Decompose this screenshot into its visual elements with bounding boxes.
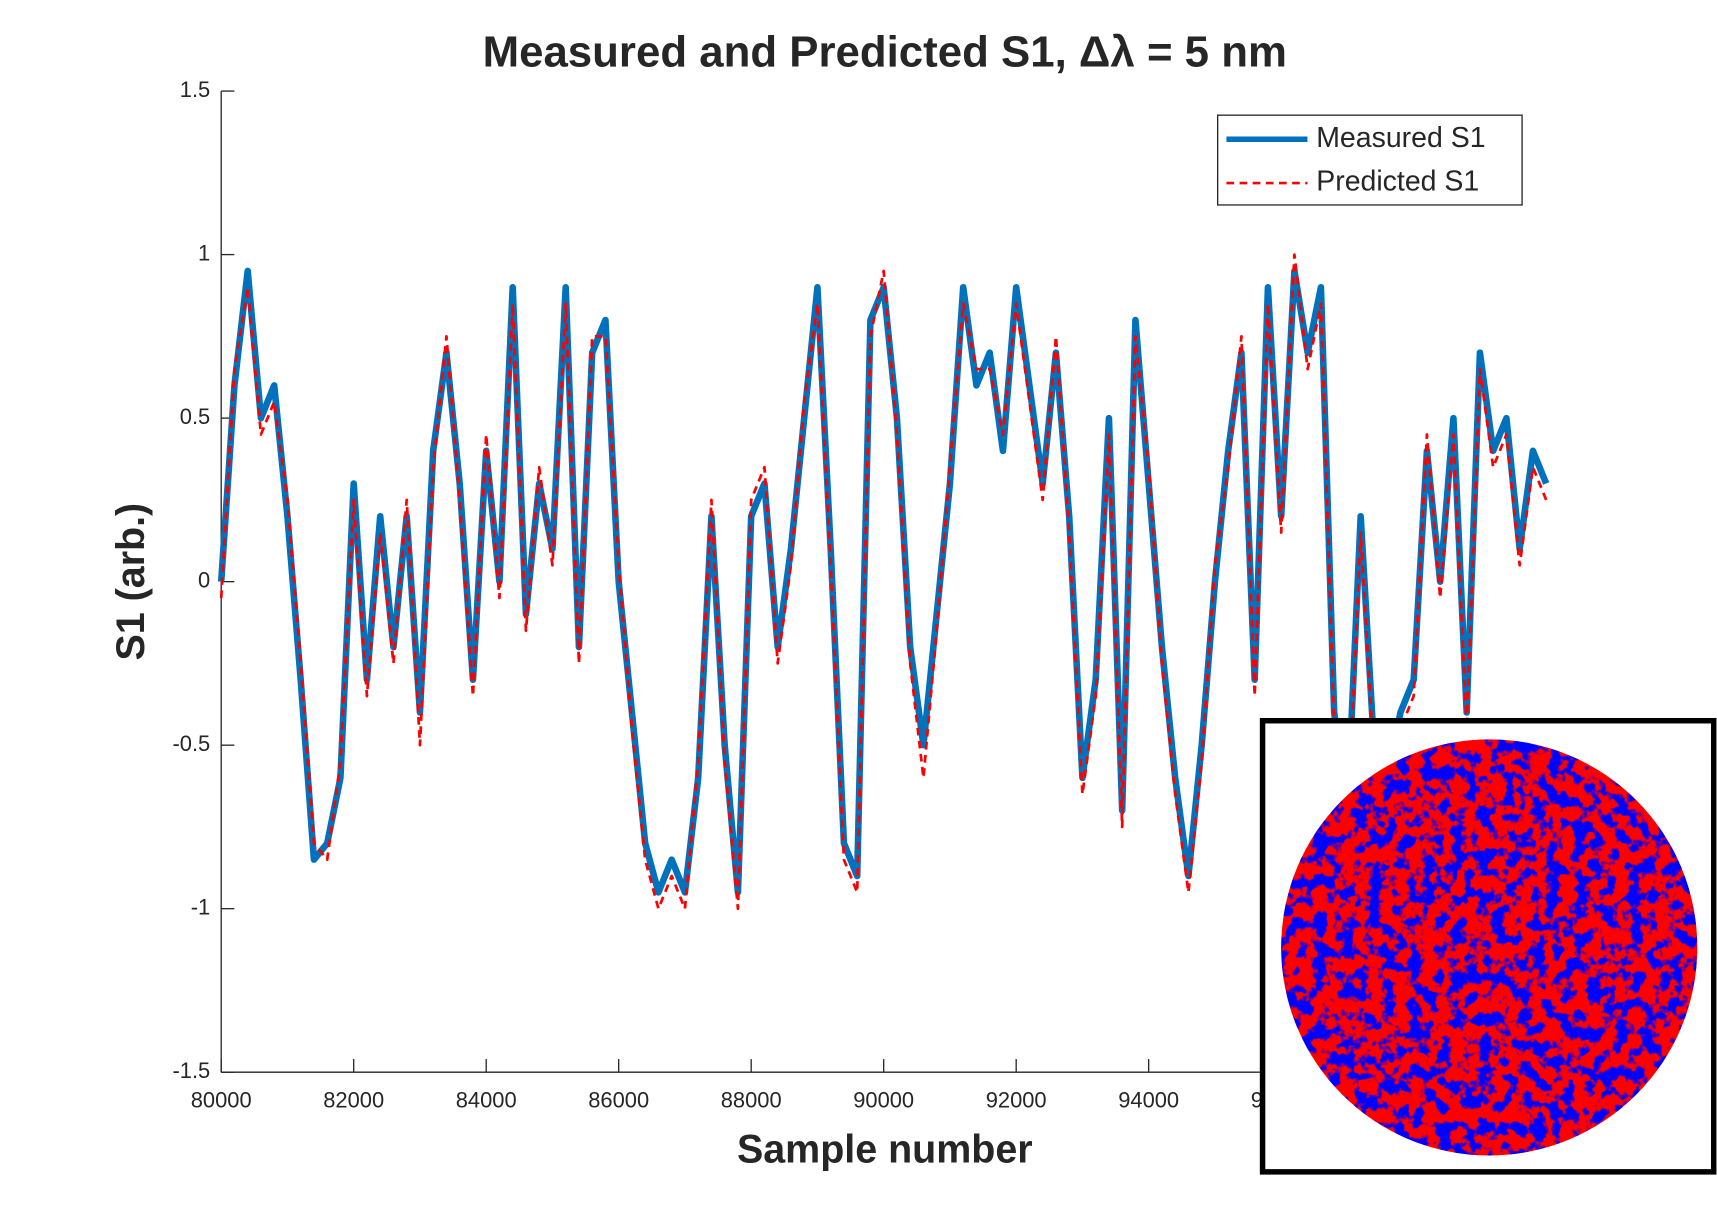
inset-pattern [1281,739,1698,1156]
x-tick-label: 80000 [191,1088,252,1113]
y-tick-label: 1 [198,240,210,265]
y-tick-label: 0.5 [180,404,210,429]
legend-box [1217,114,1523,206]
legend-label: Predicted S1 [1316,166,1479,198]
y-tick-label: -0.5 [173,731,211,756]
x-tick-label: 90000 [853,1088,914,1113]
series-line [219,253,1548,911]
legend-label: Measured S1 [1316,122,1485,154]
x-tick-label: 84000 [456,1088,517,1113]
inset [1259,717,1717,1175]
x-tick-label: 88000 [721,1088,782,1113]
x-axis-label: Sample number [737,1128,1033,1172]
chart-title: Measured and Predicted S1, Δλ = 5 nm [483,28,1287,77]
y-axis-label: S1 (arb.) [109,503,153,661]
y-tick-label: 1.5 [180,77,210,102]
x-tick-label: 94000 [1118,1088,1179,1113]
x-tick-label: 86000 [588,1088,649,1113]
x-tick-label: 82000 [323,1088,384,1113]
y-tick-label: -1 [191,894,210,919]
x-tick-label: 92000 [986,1088,1047,1113]
legend: Measured S1 Predicted S1 [1217,114,1523,206]
y-tick-label: -1.5 [173,1058,211,1083]
y-tick-label: 0 [198,567,210,592]
